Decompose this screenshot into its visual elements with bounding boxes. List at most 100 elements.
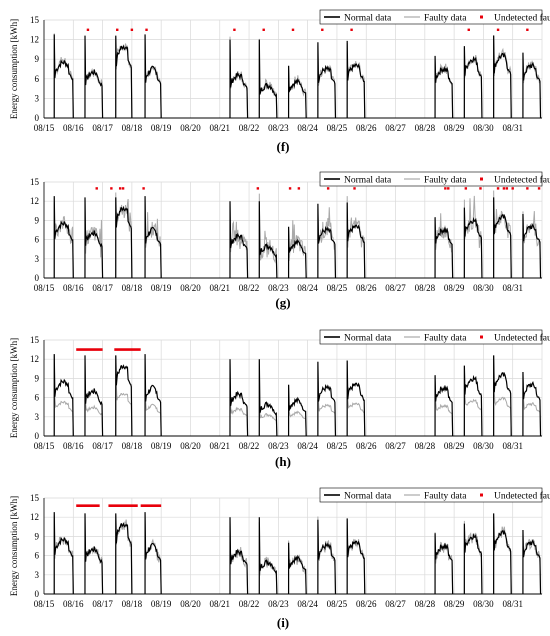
faulty-data-line	[53, 202, 74, 279]
y-tick-label: 0	[35, 273, 40, 283]
normal-data-line	[258, 39, 278, 119]
faulty-data-line	[346, 43, 366, 119]
normal-data-line	[229, 201, 249, 279]
undetected-fault-point	[537, 187, 541, 190]
faulty-data-line	[317, 516, 336, 595]
x-tick-label: 08/17	[92, 599, 113, 609]
normal-data-line	[434, 375, 454, 437]
normal-data-line	[53, 354, 74, 437]
normal-data-line	[493, 513, 512, 595]
x-tick-label: 08/16	[63, 441, 84, 451]
x-tick-label: 08/27	[385, 599, 406, 609]
legend-entry: Normal data	[344, 334, 392, 344]
legend-swatch	[480, 335, 483, 339]
legend-entry: Faulty data	[424, 14, 467, 24]
faulty-data-line	[229, 359, 249, 437]
normal-data-line	[434, 55, 454, 119]
faulty-data-line	[346, 518, 366, 595]
faulty-data-line	[434, 213, 454, 279]
undetected-fault-point	[444, 187, 447, 190]
y-tick-label: 15	[30, 15, 40, 25]
x-tick-label: 08/22	[239, 599, 260, 609]
x-tick-label: 08/17	[92, 283, 113, 293]
x-tick-label: 08/25	[327, 599, 348, 609]
legend-entry: Undetected fault	[494, 333, 550, 344]
normal-data-line	[144, 196, 162, 279]
faulty-data-line	[84, 355, 104, 437]
legend-entry: Faulty data	[424, 176, 467, 186]
y-tick-label: 6	[35, 235, 40, 245]
normal-data-line	[463, 365, 483, 437]
x-tick-label: 08/21	[210, 283, 231, 293]
faulty-data-line	[53, 354, 74, 437]
normal-series	[53, 34, 542, 119]
undetected-fault-point	[353, 187, 356, 190]
faulty-data-line	[115, 355, 133, 437]
normal-data-line	[317, 519, 337, 595]
faulty-data-line	[346, 196, 366, 279]
x-tick-label: 08/30	[473, 599, 494, 609]
faulty-data-line	[258, 38, 278, 119]
y-tick-label: 12	[30, 354, 39, 364]
normal-data-line	[493, 355, 512, 437]
undetected-fault-point	[496, 187, 500, 190]
faulty-data-line	[463, 520, 483, 595]
panel-label: (i)	[277, 615, 289, 630]
x-tick-label: 08/24	[297, 283, 318, 293]
normal-data-line	[258, 201, 278, 279]
normal-data-line	[115, 355, 133, 437]
normal-data-line	[463, 46, 483, 119]
normal-data-line	[287, 384, 307, 437]
normal-data-line	[317, 42, 337, 119]
y-tick-label: 3	[35, 254, 40, 264]
normal-series	[53, 196, 542, 279]
x-tick-label: 08/30	[473, 283, 494, 293]
normal-data-line	[522, 52, 542, 119]
gridlines	[43, 497, 543, 595]
y-tick-label: 9	[35, 54, 40, 64]
normal-data-line	[115, 35, 133, 119]
normal-series	[53, 354, 542, 437]
normal-data-line	[287, 542, 307, 595]
x-tick-label: 08/19	[151, 123, 172, 133]
faulty-series	[53, 354, 542, 437]
legend-entry: Undetected fault	[494, 175, 550, 186]
y-tick-label: 6	[35, 393, 40, 403]
x-tick-label: 08/27	[385, 283, 406, 293]
y-tick-label: 9	[35, 531, 40, 541]
legend-swatch	[480, 493, 483, 497]
y-tick-label: 9	[35, 373, 40, 383]
undetected-fault-markers	[86, 28, 529, 31]
legend-entry: Normal data	[344, 176, 392, 186]
legend-box	[319, 487, 543, 503]
normal-data-line	[258, 517, 278, 595]
normal-data-line	[317, 203, 337, 279]
undetected-fault-markers	[95, 187, 541, 190]
normal-data-line	[229, 39, 249, 119]
y-tick-label: 12	[30, 35, 39, 45]
undetected-fault-point	[297, 187, 301, 190]
undetected-fault-point	[479, 187, 482, 190]
normal-data-line	[53, 512, 74, 595]
normal-data-line	[287, 65, 307, 119]
x-tick-label: 08/20	[180, 283, 201, 293]
undetected-fault-point	[256, 187, 260, 190]
faulty-data-line	[115, 192, 133, 279]
x-tick-label: 08/23	[268, 283, 289, 293]
x-tick-label: 08/20	[180, 599, 201, 609]
x-tick-label: 08/18	[122, 123, 143, 133]
x-tick-label: 08/26	[356, 441, 377, 451]
y-tick-label: 0	[35, 589, 40, 599]
faulty-data-line	[346, 360, 366, 437]
normal-data-line	[144, 354, 162, 437]
undetected-fault-point	[110, 187, 113, 190]
x-tick-label: 08/26	[356, 283, 377, 293]
x-tick-label: 08/16	[63, 123, 84, 133]
normal-series	[53, 512, 542, 595]
y-tick-label: 3	[35, 570, 40, 580]
faulty-series	[53, 190, 542, 279]
undetected-fault-point	[447, 187, 450, 190]
normal-data-line	[258, 359, 278, 437]
undetected-fault-point	[121, 187, 125, 190]
x-tick-label: 08/24	[297, 123, 318, 133]
